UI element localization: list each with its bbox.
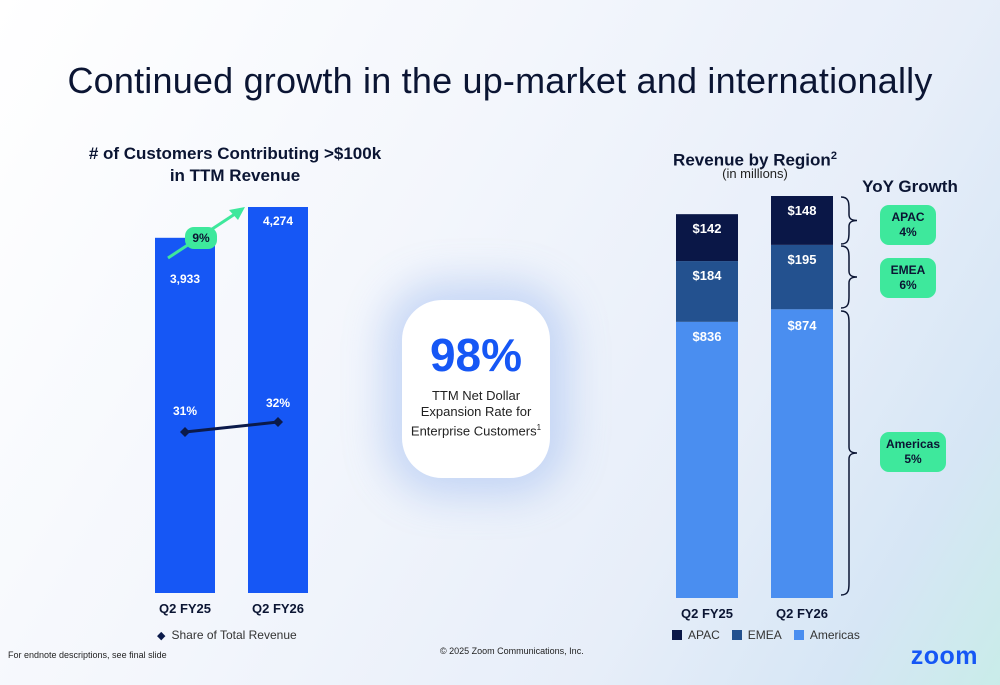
legend-emea: EMEA: [747, 628, 782, 642]
customers-bar-q2-fy26: [248, 207, 308, 593]
yoy-americas-value: 5%: [904, 452, 922, 466]
yoy-apac-pill: APAC 4%: [880, 205, 936, 245]
kpi-description: TTM Net Dollar Expansion Rate for Enterp…: [402, 388, 550, 439]
region-bar-americas-0: [676, 321, 738, 598]
share-label-q2fy25: 31%: [172, 404, 198, 418]
americas-swatch: [793, 630, 804, 640]
page-title: Continued growth in the up-market and in…: [67, 60, 933, 101]
region-bar-emea-1: [771, 244, 833, 310]
emea-swatch: [731, 630, 742, 640]
apac-label-q2fy26: $148: [787, 203, 817, 218]
legend-americas: Americas: [809, 628, 860, 642]
region-x-label-q2fy25: Q2 FY25: [680, 606, 734, 621]
customers-growth-badge: 9%: [185, 227, 217, 249]
customers-x-label-q2fy26: Q2 FY26: [251, 601, 305, 616]
kpi-line1: TTM Net Dollar: [431, 388, 521, 403]
share-line: [184, 420, 279, 434]
region-legend: APAC EMEA Americas: [672, 628, 860, 642]
region-bar-emea-0: [676, 261, 738, 322]
zoom-logo: zoom: [910, 642, 978, 670]
americas-label-q2fy26: $874: [787, 318, 817, 333]
region-bar-apac-0: [676, 214, 738, 262]
kpi-line2: Expansion Rate for: [420, 404, 532, 419]
region-chart-title-text: Revenue by Region: [673, 150, 831, 170]
customers-bar-label-q2fy25: 3,933: [169, 272, 201, 286]
yoy-growth-title: YoY Growth: [862, 177, 958, 196]
yoy-apac-region: APAC: [891, 210, 925, 224]
customers-chart-title-line2: in TTM Revenue: [169, 166, 301, 185]
region-chart-title-sup: 2: [830, 150, 837, 162]
share-point-1: [273, 417, 283, 427]
yoy-americas-region: Americas: [885, 437, 941, 451]
customers-bar-q2-fy25: [155, 237, 215, 593]
apac-brace: [840, 196, 858, 245]
growth-arrow-head: [229, 207, 245, 220]
yoy-americas-pill: Americas 5%: [880, 432, 946, 472]
kpi-value: 98%: [429, 329, 523, 381]
region-bar-apac-1: [771, 196, 833, 245]
customers-bar-label-q2fy26: 4,274: [262, 214, 294, 228]
americas-brace: [840, 310, 858, 596]
customers-chart-title: # of Customers Contributing >$100k in TT…: [60, 143, 410, 187]
kpi-line3: Enterprise Customers: [410, 423, 537, 439]
yoy-emea-region: EMEA: [890, 263, 926, 277]
copyright-text: © 2025 Zoom Communications, Inc.: [440, 646, 584, 656]
kpi-sup: 1: [536, 423, 542, 432]
emea-label-q2fy25: $184: [692, 268, 722, 283]
yoy-emea-pill: EMEA 6%: [880, 258, 936, 298]
kpi-bubble: 98% TTM Net Dollar Expansion Rate for En…: [402, 300, 550, 478]
share-legend: ◆ Share of Total Revenue: [157, 628, 297, 642]
endnote-text: For endnote descriptions, see final slid…: [8, 650, 167, 660]
apac-label-q2fy25: $142: [692, 221, 722, 236]
region-x-label-q2fy26: Q2 FY26: [775, 606, 829, 621]
share-legend-label: Share of Total Revenue: [171, 628, 297, 642]
apac-swatch: [672, 630, 682, 640]
diamond-icon: ◆: [157, 629, 166, 642]
region-bar-americas-1: [771, 309, 833, 598]
americas-label-q2fy25: $836: [692, 329, 722, 344]
share-label-q2fy26: 32%: [265, 396, 291, 410]
customers-chart-title-line1: # of Customers Contributing >$100k: [88, 144, 382, 163]
emea-label-q2fy26: $195: [787, 252, 817, 267]
customers-x-label-q2fy25: Q2 FY25: [158, 601, 212, 616]
yoy-apac-value: 4%: [899, 225, 917, 239]
emea-brace: [840, 245, 858, 309]
region-chart-title: Revenue by Region2: [640, 145, 870, 172]
share-point-0: [180, 427, 190, 437]
region-chart-subtitle: (in millions): [722, 166, 788, 181]
yoy-emea-value: 6%: [899, 278, 917, 292]
legend-apac: APAC: [688, 628, 720, 642]
